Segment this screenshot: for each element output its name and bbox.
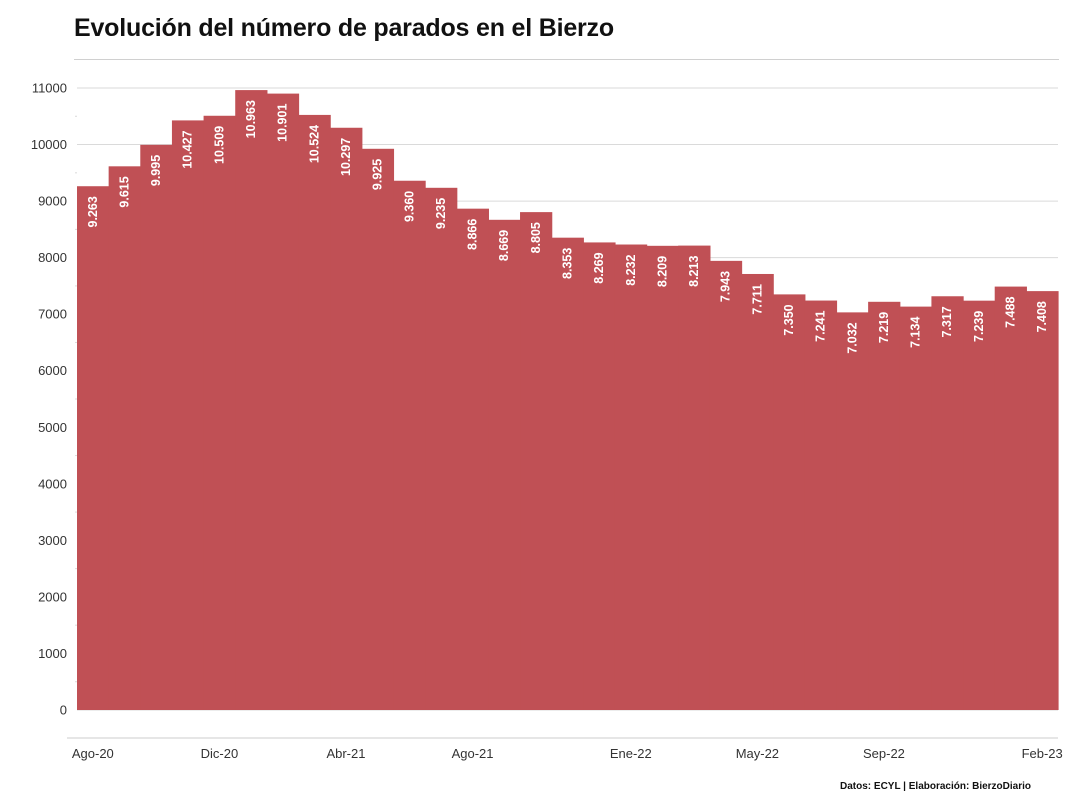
title-divider: [74, 59, 1059, 60]
bar-value-label: 7.350: [782, 304, 796, 335]
chart-title: Evolución del número de parados en el Bi…: [74, 14, 614, 42]
bar: [235, 90, 268, 711]
bar: [1026, 291, 1059, 710]
bar-value-label: 9.263: [86, 196, 100, 227]
bar: [741, 273, 774, 710]
bar: [488, 219, 521, 711]
bar-value-label: 7.134: [909, 317, 923, 348]
bar: [931, 296, 964, 710]
y-tick-label: 8000: [38, 250, 67, 265]
bar-value-label: 7.408: [1035, 301, 1049, 332]
bar: [773, 294, 806, 710]
bar-value-label: 10.297: [339, 138, 353, 176]
bar: [868, 301, 901, 710]
bars: [77, 90, 1059, 711]
bar-value-label: 8.805: [529, 222, 543, 253]
y-tick-label: 9000: [38, 194, 67, 209]
x-tick-label: Dic-20: [201, 746, 239, 761]
y-tick-label: 6000: [38, 363, 67, 378]
y-tick-label: 10000: [31, 137, 67, 152]
bar: [678, 245, 711, 711]
bar-value-label: 10.963: [244, 100, 258, 138]
y-tick-label: 7000: [38, 307, 67, 322]
bar-value-label: 8.866: [466, 219, 480, 250]
bar-value-label: 9.360: [402, 191, 416, 222]
bar: [963, 300, 996, 710]
x-axis: Ago-20 Dic-20 Abr-21 Ago-21 Ene-22 May-22 Sep-…: [67, 737, 1063, 761]
bar: [77, 186, 110, 710]
x-tick-label: Ene-22: [610, 746, 652, 761]
bar-value-label: 7.241: [814, 311, 828, 342]
bar-value-label: 7.317: [940, 306, 954, 337]
bar-value-label: 7.711: [750, 284, 764, 315]
y-tick-label: 5000: [38, 420, 67, 435]
bar: [709, 260, 743, 710]
bar-value-label: 10.901: [276, 104, 290, 142]
y-tick-label: 3000: [38, 533, 67, 548]
bar-value-label: 7.239: [972, 311, 986, 342]
bar: [456, 208, 489, 710]
bar-value-label: 10.524: [307, 125, 321, 163]
bar: [520, 212, 553, 710]
bar: [994, 286, 1027, 710]
y-axis: 0 1000 2000 3000 4000 5000 6000 7000 8000 9000 100…: [31, 81, 67, 718]
x-tick-label: Ago-20: [72, 746, 114, 761]
bar: [646, 245, 679, 710]
source-credit: Datos: ECYL | Elaboración: BierzoDiario: [840, 781, 1031, 792]
y-tick-label: 4000: [38, 476, 67, 491]
bar: [171, 120, 205, 711]
x-tick-label: Ago-21: [452, 746, 494, 761]
bar: [108, 166, 141, 711]
y-tick-label: 2000: [38, 589, 67, 604]
bar-value-label: 7.943: [719, 271, 733, 302]
bar-value-label: 9.235: [434, 198, 448, 229]
bar-value-label: 8.669: [497, 230, 511, 261]
bar-value-label: 8.209: [655, 256, 669, 287]
bar: [804, 300, 838, 710]
bar-value-label: 8.353: [561, 248, 575, 279]
y-tick-label: 11000: [32, 81, 67, 96]
bar: [551, 237, 584, 710]
x-tick-label: Abr-21: [326, 746, 365, 761]
bar: [266, 93, 300, 710]
bar-value-label: 10.427: [181, 130, 195, 168]
bar: [203, 115, 236, 711]
bar-value-label: 7.219: [877, 312, 891, 343]
bar: [836, 312, 869, 710]
y-tick-label: 1000: [38, 646, 67, 661]
x-tick-label: Feb-23: [1022, 746, 1063, 761]
bar-value-label: 7.488: [1004, 297, 1018, 328]
bar-value-label: 9.995: [149, 155, 163, 186]
bar-value-label: 10.509: [212, 126, 226, 164]
bar-value-label: 8.269: [592, 252, 606, 283]
bar-value-label: 8.232: [624, 254, 638, 285]
bar: [899, 306, 933, 710]
x-tick-label: May-22: [736, 746, 779, 761]
bar-value-labels: 9.263 9.615 9.995 10.427 10.509 10.963 10.901 1…: [86, 100, 1049, 354]
bar: [425, 187, 458, 710]
bar: [393, 180, 426, 710]
bar-value-label: 8.213: [687, 256, 701, 287]
bar: [298, 114, 331, 710]
x-tick-label: Sep-22: [863, 746, 905, 761]
y-tick-label: 0: [60, 703, 67, 718]
bar: [140, 144, 173, 710]
bar: [361, 148, 395, 710]
bar-value-label: 9.615: [117, 176, 131, 207]
bar-value-label: 7.032: [845, 322, 859, 353]
bar: [583, 242, 616, 710]
bar-value-label: 9.925: [371, 159, 385, 190]
bar: [614, 244, 648, 710]
bar: [330, 127, 363, 710]
